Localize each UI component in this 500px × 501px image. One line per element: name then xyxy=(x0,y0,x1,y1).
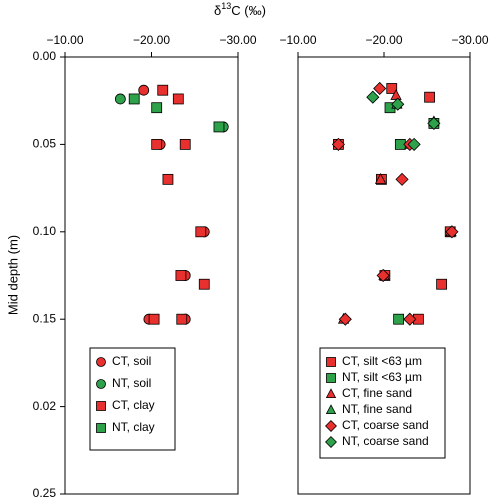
legend-marker xyxy=(325,404,337,415)
y-tick-label: 0.05 xyxy=(33,137,57,151)
x-axis-title-part: δ xyxy=(214,3,221,18)
marker xyxy=(424,91,435,103)
legend-marker xyxy=(96,401,106,411)
marker xyxy=(373,81,387,96)
legend-label: NT, clay xyxy=(112,420,155,434)
x-tick-label: −20.00 xyxy=(133,33,170,47)
x-tick-label: −20.00 xyxy=(365,33,402,47)
legend-label: NT, coarse sand xyxy=(342,434,429,448)
x-axis-title-part: C (‰) xyxy=(231,3,266,18)
marker xyxy=(386,83,398,94)
legend-label: CT, coarse sand xyxy=(342,418,429,432)
marker xyxy=(179,138,191,150)
x-axis-title: δ13C (‰) xyxy=(214,1,266,18)
legend-label: CT, fine sand xyxy=(342,386,412,400)
marker xyxy=(427,116,441,130)
y-tick-label: 0.15 xyxy=(33,311,57,325)
legend-label: NT, silt <63 µm xyxy=(342,370,422,384)
y-tick-label: 0.00 xyxy=(33,49,57,63)
legend-marker xyxy=(326,373,336,383)
marker xyxy=(128,93,140,105)
x-axis-title-sup: 13 xyxy=(221,1,231,11)
marker xyxy=(436,278,448,290)
x-tick-label: −10.00 xyxy=(279,33,316,47)
legend-box xyxy=(319,347,446,459)
marker xyxy=(138,84,150,96)
marker xyxy=(407,137,421,151)
y-tick-label: 0.02 xyxy=(33,399,57,413)
legend-marker xyxy=(325,436,337,448)
marker xyxy=(195,226,207,238)
y-tick-label: 0.25 xyxy=(33,486,57,500)
marker xyxy=(376,268,390,283)
legend-marker xyxy=(326,357,336,367)
marker xyxy=(151,138,163,150)
marker xyxy=(213,121,225,133)
marker xyxy=(374,173,387,184)
legend-label: NT, fine sand xyxy=(342,402,412,416)
marker xyxy=(366,90,380,104)
marker xyxy=(172,93,184,105)
marker xyxy=(151,102,163,114)
legend-marker xyxy=(325,420,337,432)
marker xyxy=(331,137,345,151)
x-tick-label: −30.00 xyxy=(451,33,488,47)
marker xyxy=(114,93,126,105)
legend-marker xyxy=(96,357,106,367)
x-tick-label: −30.00 xyxy=(219,33,256,47)
marker xyxy=(198,278,210,290)
legend-label: CT, soil xyxy=(112,354,151,368)
y-axis-title: Mid depth (m) xyxy=(5,235,20,315)
marker xyxy=(403,312,417,326)
legend-label: CT, clay xyxy=(112,398,155,412)
marker xyxy=(393,313,405,325)
legend-box xyxy=(89,347,176,451)
y-tick-label: 0.10 xyxy=(33,224,57,238)
marker xyxy=(162,173,174,185)
legend-marker xyxy=(96,379,106,389)
marker xyxy=(176,313,188,325)
x-tick-label: −10.00 xyxy=(46,33,83,47)
marker xyxy=(148,313,160,325)
marker xyxy=(445,225,459,239)
legend-marker xyxy=(325,388,337,399)
marker xyxy=(157,84,169,96)
legend-label: CT, silt <63 µm xyxy=(342,354,422,368)
legend-label: NT, soil xyxy=(112,376,151,390)
marker xyxy=(175,270,187,281)
marker xyxy=(391,97,405,111)
marker xyxy=(395,172,409,186)
legend-marker xyxy=(96,423,106,433)
marker xyxy=(338,312,352,326)
